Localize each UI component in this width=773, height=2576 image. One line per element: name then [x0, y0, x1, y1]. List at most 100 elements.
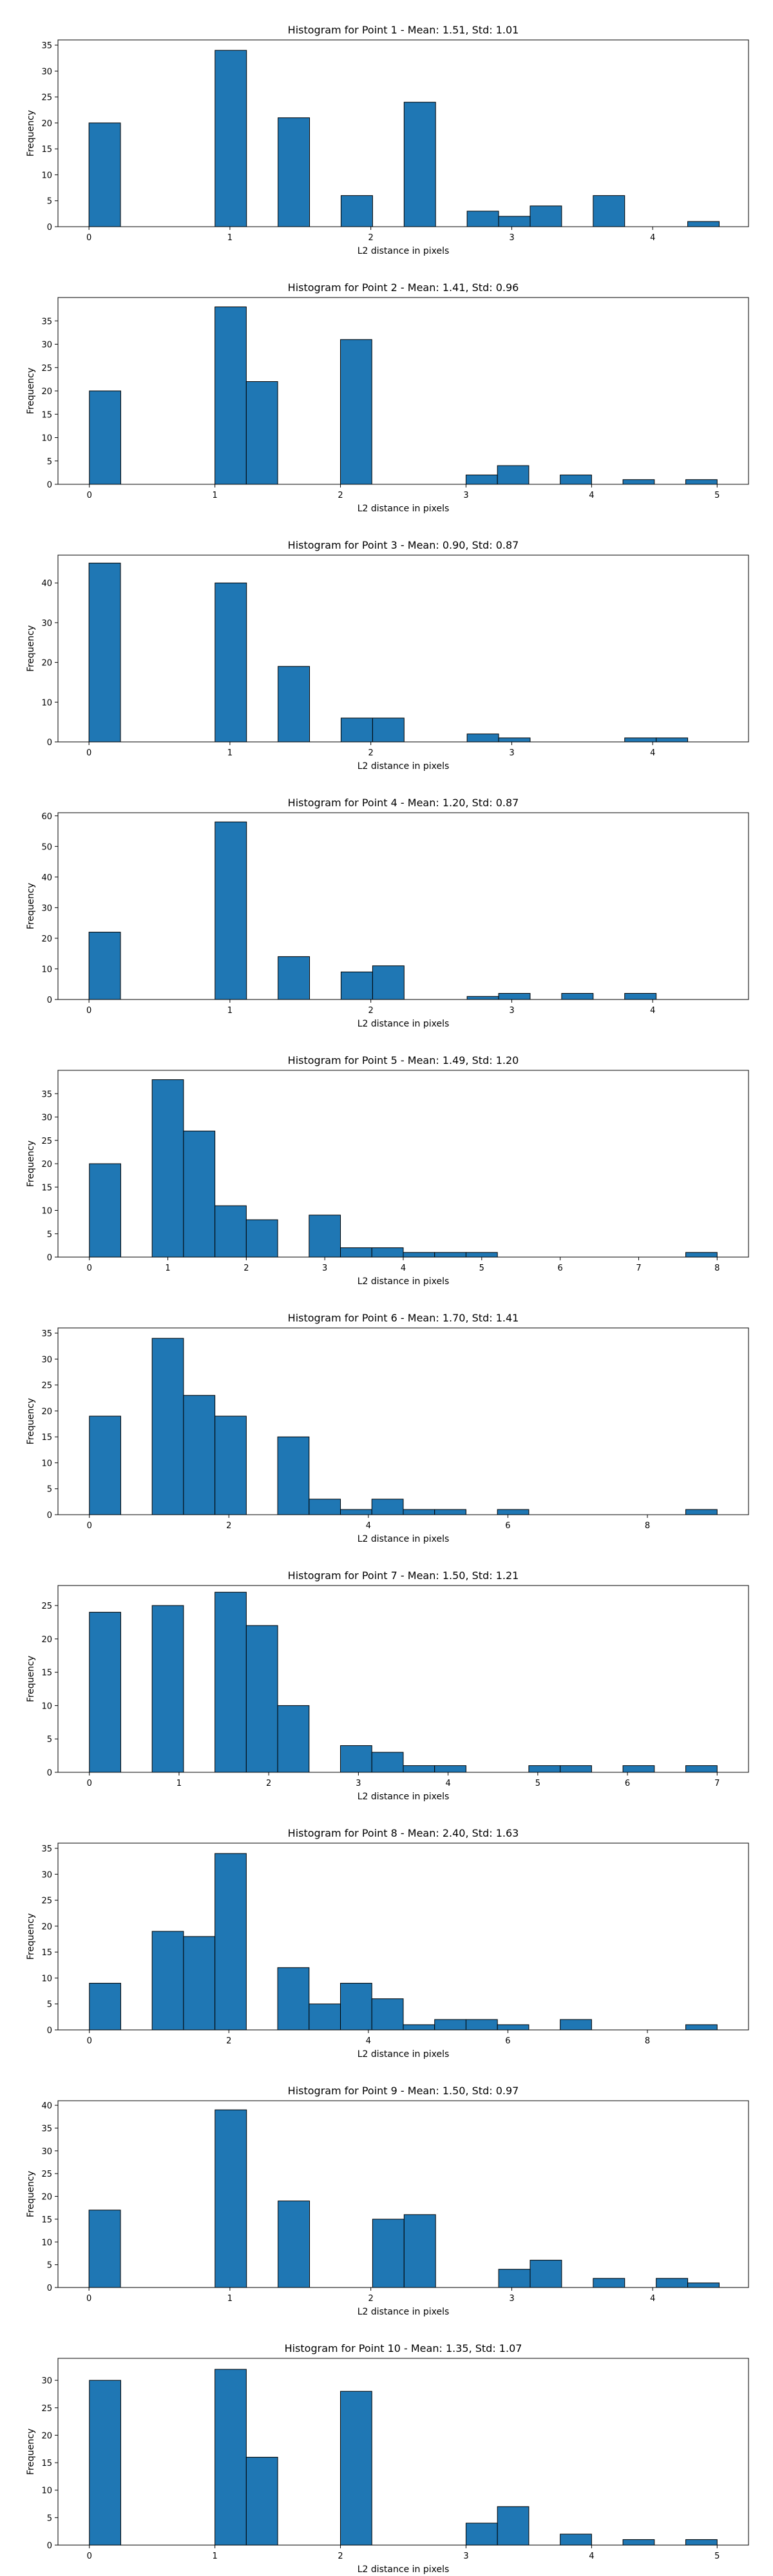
histogram-bar [403, 102, 436, 227]
histogram-bar [560, 1765, 592, 1773]
x-tick-label: 4 [589, 491, 594, 500]
y-tick-label: 10 [41, 2238, 52, 2248]
y-tick-label: 35 [41, 317, 52, 327]
x-tick-label: 0 [86, 2294, 91, 2304]
x-axis-label: L2 distance in pixels [358, 1534, 450, 1544]
y-tick-label: 0 [47, 996, 52, 1005]
y-tick-label: 20 [41, 1635, 52, 1645]
bars [88, 562, 689, 743]
y-tick-label: 15 [41, 1433, 52, 1443]
y-tick-label: 35 [41, 1844, 52, 1854]
y-tick-label: 0 [47, 1511, 52, 1520]
y-tick-label: 0 [47, 2284, 52, 2293]
x-tick-label: 2 [226, 2036, 231, 2046]
histogram-bar [622, 2539, 655, 2546]
x-tick-label: 0 [87, 1779, 92, 1788]
histogram-bar [466, 734, 499, 743]
histogram-bar [497, 1509, 530, 1515]
y-tick-label: 10 [41, 1974, 52, 1984]
histogram-bar [151, 1338, 184, 1515]
histogram-bar [498, 216, 531, 227]
bars [88, 2109, 720, 2288]
histogram-bar [371, 1752, 404, 1773]
bars [88, 50, 720, 227]
y-tick-label: 15 [41, 1183, 52, 1193]
y-tick-label: 30 [41, 67, 52, 77]
x-tick-label: 4 [589, 2552, 594, 2561]
y-tick-label: 20 [41, 2193, 52, 2202]
x-tick-label: 1 [227, 1006, 233, 1016]
y-tick-label: 35 [41, 2124, 52, 2134]
histogram-bar [309, 1215, 341, 1258]
x-tick-label: 7 [714, 1779, 720, 1788]
y-tick-label: 20 [41, 1922, 52, 1932]
x-tick-label: 4 [366, 1521, 371, 1531]
y-tick-label: 25 [41, 364, 52, 374]
histogram-bar [215, 1416, 247, 1515]
x-tick-label: 6 [505, 2036, 510, 2046]
histogram-bar [403, 2214, 436, 2288]
axes-frame [57, 1585, 749, 1773]
histogram-bar [434, 2019, 466, 2031]
x-tick-label: 3 [463, 2552, 468, 2561]
histogram-bar [215, 821, 247, 1000]
y-tick-label: 30 [41, 2147, 52, 2157]
x-tick-label: 8 [645, 1521, 650, 1531]
x-tick-label: 4 [401, 1264, 406, 1273]
x-tick-label: 0 [86, 748, 91, 758]
x-tick-label: 0 [86, 233, 91, 243]
histogram-bar [89, 1983, 121, 2031]
chart-panel-1: Histogram for Point 1 - Mean: 1.51, Std:… [26, 24, 749, 256]
x-tick-label: 1 [212, 491, 217, 500]
y-axis-label: Frequency [26, 110, 36, 156]
y-tick-label: 10 [41, 434, 52, 444]
y-tick-label: 25 [41, 2170, 52, 2179]
y-tick-label: 0 [47, 738, 52, 748]
histogram-bar [465, 2019, 498, 2031]
y-tick-label: 20 [41, 387, 52, 397]
histogram-bar [685, 2024, 718, 2031]
histogram-bar [466, 996, 499, 1000]
y-tick-label: 10 [41, 2486, 52, 2496]
histogram-bar [215, 1853, 247, 2031]
axes-frame [57, 39, 749, 227]
y-tick-label: 30 [41, 619, 52, 629]
x-tick-label: 8 [645, 2036, 650, 2046]
histogram-bar [530, 205, 562, 227]
y-axis-label: Frequency [26, 1656, 36, 1702]
y-tick-label: 60 [41, 812, 52, 822]
y-tick-label: 0 [47, 480, 52, 490]
histogram-bar [340, 339, 372, 485]
chart-title: Histogram for Point 2 - Mean: 1.41, Std:… [288, 281, 519, 294]
histogram-bar [685, 2539, 718, 2546]
chart-panel-8: Histogram for Point 8 - Mean: 2.40, Std:… [26, 1827, 749, 2060]
histogram-bar [245, 2457, 278, 2546]
y-tick-label: 0 [47, 223, 52, 232]
histogram-bar [89, 390, 121, 485]
y-axis-label: Frequency [26, 2171, 36, 2217]
x-tick-label: 4 [650, 2294, 655, 2304]
y-tick-label: 5 [47, 197, 52, 207]
y-tick-label: 10 [41, 1701, 52, 1711]
chart-panel-10: Histogram for Point 10 - Mean: 1.35, Std… [26, 2342, 749, 2575]
y-tick-label: 25 [41, 93, 52, 103]
axes-frame [57, 1842, 749, 2031]
x-tick-label: 6 [505, 1521, 510, 1531]
y-tick-label: 25 [41, 1602, 52, 1611]
histogram-bar [183, 1130, 216, 1258]
histogram-bar [685, 1765, 718, 1773]
y-tick-label: 10 [41, 1459, 52, 1468]
y-tick-label: 5 [47, 2000, 52, 2010]
bars [89, 1591, 718, 1773]
histogram-bar [278, 117, 310, 227]
histogram-bar [340, 1983, 372, 2031]
chart-title: Histogram for Point 10 - Mean: 1.35, Std… [285, 2342, 522, 2354]
y-tick-label: 5 [47, 1735, 52, 1745]
x-tick-label: 4 [650, 1006, 655, 1016]
chart-panel-2: Histogram for Point 2 - Mean: 1.41, Std:… [26, 281, 749, 514]
histogram-bar [340, 971, 373, 1000]
y-tick-label: 30 [41, 1870, 52, 1880]
histogram-bar [593, 2278, 625, 2288]
histogram-bar [624, 737, 657, 743]
histogram-bar [498, 737, 531, 743]
